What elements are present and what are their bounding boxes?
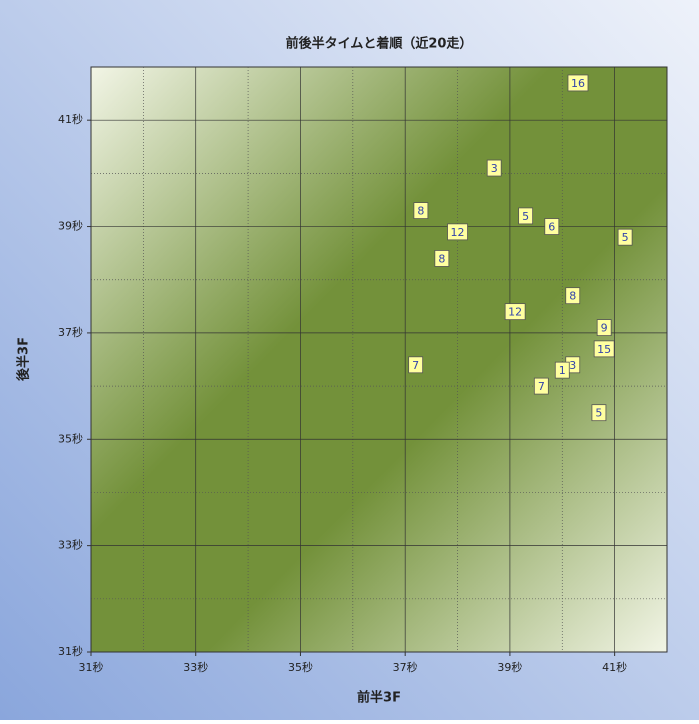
y-tick-label: 39秒 (58, 219, 83, 233)
point-label: 15 (597, 343, 611, 356)
x-tick-label: 35秒 (288, 660, 313, 674)
marker (617, 228, 633, 246)
marker (544, 218, 560, 235)
point: 16 (567, 74, 589, 92)
marker (434, 250, 450, 267)
point: 12 (504, 303, 526, 321)
chart-title: 前後半タイムと着順（近20走） (286, 36, 473, 52)
point-label: 8 (438, 252, 445, 265)
point-label: 5 (522, 210, 529, 223)
x-tick-label: 31秒 (79, 660, 104, 674)
marker (565, 287, 581, 305)
point: 15 (593, 340, 615, 358)
y-tick-label: 35秒 (58, 431, 83, 445)
x-tick-label: 33秒 (183, 660, 208, 674)
marker (413, 202, 429, 219)
plot-area (90, 66, 668, 653)
y-tick-label: 41秒 (58, 112, 83, 126)
point-label: 7 (538, 380, 545, 393)
point-label: 8 (417, 205, 424, 218)
point-label: 6 (548, 221, 555, 234)
point: 3 (486, 159, 502, 177)
x-axis-title: 前半3F (357, 690, 401, 706)
y-tick-label: 33秒 (58, 538, 83, 552)
point-label: 7 (412, 359, 419, 372)
marker (518, 207, 534, 225)
point: 6 (544, 218, 560, 235)
point: 5 (617, 228, 633, 246)
y-axis-title: 後半3F (16, 337, 32, 381)
point-label: 12 (508, 306, 522, 319)
marker (486, 159, 502, 177)
x-tick-label: 39秒 (497, 660, 522, 674)
y-tick-label: 37秒 (58, 325, 83, 339)
marker (567, 74, 589, 92)
point: 1 (554, 361, 570, 379)
marker (533, 377, 549, 395)
point-label: 16 (571, 77, 585, 90)
marker (554, 361, 570, 379)
point: 12 (447, 223, 468, 241)
point: 9 (596, 319, 612, 336)
point: 8 (413, 202, 429, 219)
point: 5 (518, 207, 534, 225)
point-label: 1 (559, 364, 566, 377)
marker (504, 303, 526, 321)
marker (408, 356, 424, 374)
point: 7 (408, 356, 424, 374)
marker (591, 404, 607, 422)
marker (593, 340, 615, 358)
point-label: 9 (601, 322, 608, 335)
x-tick-label: 41秒 (602, 660, 627, 674)
point-label: 5 (595, 407, 602, 420)
marker (447, 223, 468, 241)
point-label: 12 (451, 226, 465, 239)
point: 8 (565, 287, 581, 305)
point: 5 (591, 404, 607, 422)
x-tick-label: 37秒 (393, 660, 418, 674)
point-label: 3 (569, 359, 576, 372)
y-tick-label: 31秒 (58, 644, 83, 658)
point-label: 8 (569, 290, 576, 303)
marker (596, 319, 612, 336)
point-label: 5 (622, 231, 629, 244)
point-label: 3 (491, 162, 498, 175)
point: 7 (533, 377, 549, 395)
point: 8 (434, 250, 450, 267)
